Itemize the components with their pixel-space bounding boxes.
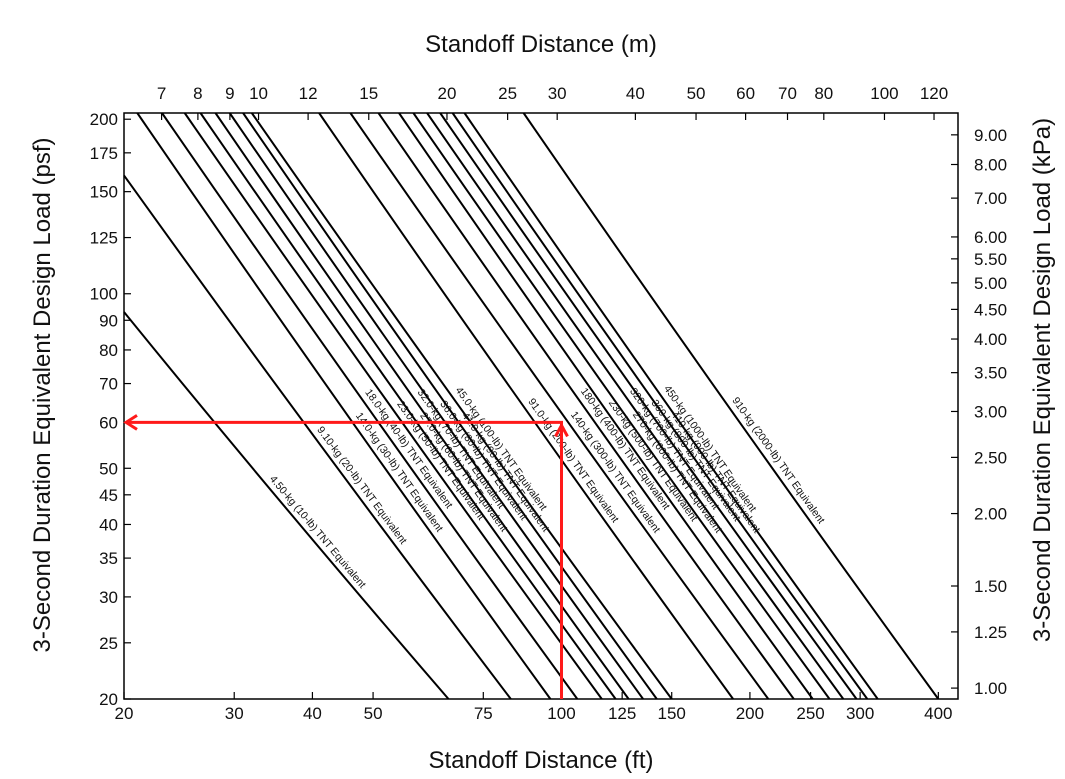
y-tick-label: 70 bbox=[99, 375, 118, 394]
arrowhead-left-icon bbox=[123, 414, 138, 431]
x-top-tick-label: 60 bbox=[736, 84, 755, 103]
x-tick-label: 200 bbox=[736, 704, 764, 723]
y-axis-title: 3-Second Duration Equivalent Design Load… bbox=[29, 138, 56, 653]
y-right-tick-label: 1.50 bbox=[974, 577, 1007, 596]
tnt-curve bbox=[398, 112, 814, 700]
curve-label: 4.50-kg (10-lb) TNT Equivalent bbox=[267, 473, 368, 590]
tnt-curve bbox=[123, 174, 512, 700]
arrowhead-up-icon bbox=[554, 422, 569, 438]
y-tick-label: 45 bbox=[99, 486, 118, 505]
x-tick-label: 20 bbox=[115, 704, 134, 723]
tnt-curve bbox=[228, 112, 644, 700]
x-top-tick-label: 80 bbox=[814, 84, 833, 103]
x-axis-title: Standoff Distance (ft) bbox=[429, 747, 654, 774]
y-right-tick-label: 1.00 bbox=[974, 679, 1007, 698]
y-axis-title-right: 3-Second Duration Equivalent Design Load… bbox=[1029, 118, 1056, 642]
x-top-tick-label: 7 bbox=[157, 84, 166, 103]
x-top-tick-label: 30 bbox=[548, 84, 567, 103]
x-tick-label: 125 bbox=[608, 704, 636, 723]
x-top-tick-label: 10 bbox=[249, 84, 268, 103]
y-right-tick-label: 3.50 bbox=[974, 364, 1007, 383]
y-tick-label: 125 bbox=[90, 229, 118, 248]
y-tick-label: 200 bbox=[90, 110, 118, 129]
x-tick-label: 50 bbox=[364, 704, 383, 723]
y-tick-label: 40 bbox=[99, 515, 118, 534]
y-tick-label: 90 bbox=[99, 311, 118, 330]
y-right-tick-label: 3.00 bbox=[974, 402, 1007, 421]
x-top-tick-label: 100 bbox=[870, 84, 898, 103]
tnt-curve bbox=[214, 112, 630, 700]
tnt-curve bbox=[183, 112, 603, 700]
x-tick-label: 400 bbox=[924, 704, 952, 723]
y-tick-label: 80 bbox=[99, 341, 118, 360]
y-right-tick-label: 8.00 bbox=[974, 156, 1007, 175]
tnt-curve bbox=[377, 112, 795, 700]
y-tick-label: 25 bbox=[99, 634, 118, 653]
y-right-tick-label: 1.25 bbox=[974, 623, 1007, 642]
x-tick-label: 30 bbox=[225, 704, 244, 723]
x-top-tick-label: 20 bbox=[438, 84, 457, 103]
tnt-curve bbox=[318, 112, 734, 700]
x-top-tick-label: 70 bbox=[778, 84, 797, 103]
tnt-curve bbox=[463, 112, 879, 700]
x-top-tick-label: 9 bbox=[225, 84, 234, 103]
y-right-tick-label: 9.00 bbox=[974, 126, 1007, 145]
ticks-layer: 20 30 40 50 75 100 125 150 200 250 300 400 7 8 9 10 12 15… bbox=[90, 84, 1007, 723]
tnt-curve bbox=[349, 112, 770, 700]
x-tick-label: 100 bbox=[547, 704, 575, 723]
y-tick-label: 150 bbox=[90, 183, 118, 202]
y-tick-label: 175 bbox=[90, 144, 118, 163]
y-tick-label: 60 bbox=[99, 413, 118, 432]
x-tick-label: 300 bbox=[846, 704, 874, 723]
y-right-tick-label: 2.50 bbox=[974, 448, 1007, 467]
y-tick-label: 100 bbox=[90, 285, 118, 304]
y-tick-label: 30 bbox=[99, 588, 118, 607]
x-top-tick-label: 50 bbox=[687, 84, 706, 103]
tnt-curve bbox=[199, 112, 617, 700]
curves-layer bbox=[123, 112, 940, 700]
curve-label: 9.10-kg (20-lb) TNT Equivalent bbox=[314, 424, 409, 546]
tnt-curve bbox=[161, 112, 579, 700]
x-tick-label: 150 bbox=[658, 704, 686, 723]
tnt-curve bbox=[136, 112, 552, 700]
x-top-tick-label: 25 bbox=[498, 84, 517, 103]
marker-layer bbox=[123, 414, 569, 699]
y-right-tick-label: 5.00 bbox=[974, 274, 1007, 293]
x-top-tick-label: 15 bbox=[359, 84, 378, 103]
y-tick-label: 50 bbox=[99, 459, 118, 478]
tnt-curve bbox=[439, 112, 858, 700]
x-top-tick-label: 120 bbox=[920, 84, 948, 103]
x-tick-label: 40 bbox=[303, 704, 322, 723]
y-right-tick-label: 7.00 bbox=[974, 189, 1007, 208]
tnt-curve bbox=[522, 112, 940, 700]
x-top-tick-label: 12 bbox=[299, 84, 318, 103]
tnt-curve bbox=[412, 112, 831, 700]
x-tick-label: 75 bbox=[474, 704, 493, 723]
y-right-tick-label: 4.50 bbox=[974, 300, 1007, 319]
x-tick-label: 250 bbox=[796, 704, 824, 723]
tnt-curve bbox=[250, 112, 673, 700]
y-right-tick-label: 4.00 bbox=[974, 330, 1007, 349]
x-axis-title-top: Standoff Distance (m) bbox=[425, 31, 657, 58]
x-top-tick-label: 40 bbox=[626, 84, 645, 103]
tnt-curve bbox=[123, 311, 450, 700]
y-tick-label: 35 bbox=[99, 549, 118, 568]
y-right-tick-label: 6.00 bbox=[974, 228, 1007, 247]
y-right-tick-label: 5.50 bbox=[974, 250, 1007, 269]
tnt-curve bbox=[451, 112, 869, 700]
y-tick-label: 20 bbox=[99, 690, 118, 709]
y-right-tick-label: 2.00 bbox=[974, 505, 1007, 524]
x-top-tick-label: 8 bbox=[193, 84, 202, 103]
plot-frame bbox=[123, 112, 959, 700]
tnt-curve bbox=[242, 112, 658, 700]
tnt-curve bbox=[426, 112, 845, 700]
